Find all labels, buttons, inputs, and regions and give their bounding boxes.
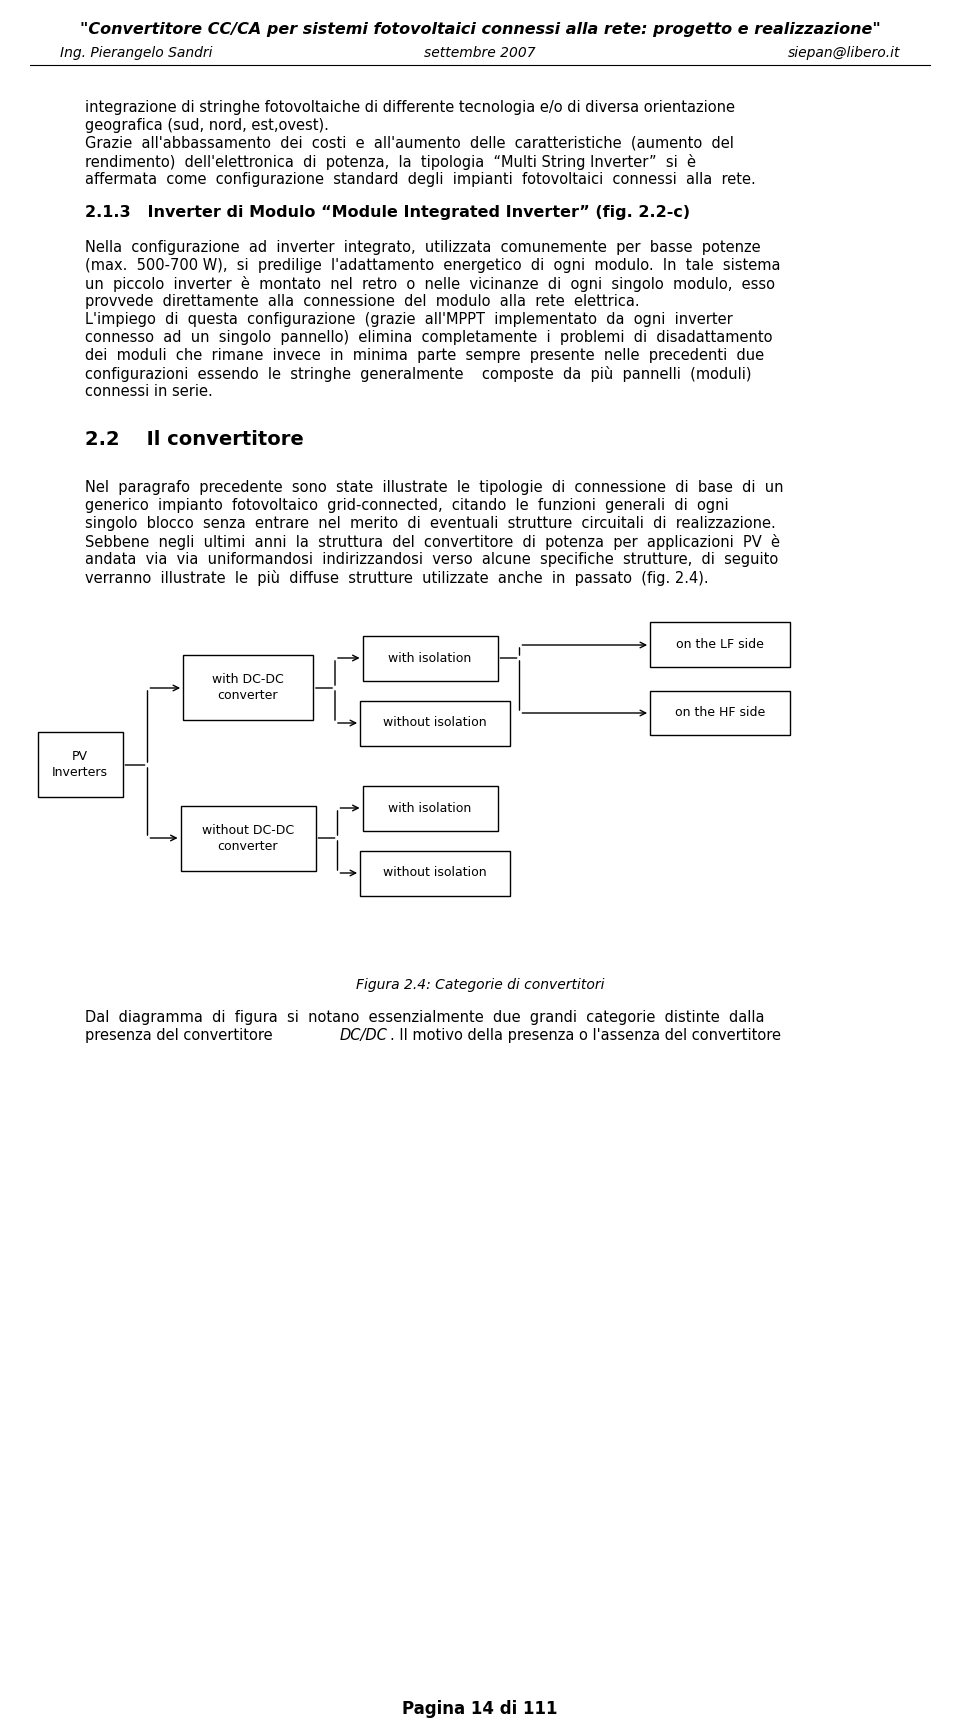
Text: Grazie  all'abbassamento  dei  costi  e  all'aumento  delle  caratteristiche  (a: Grazie all'abbassamento dei costi e all'… (85, 137, 733, 151)
Text: connesso  ad  un  singolo  pannello)  elimina  completamente  i  problemi  di  d: connesso ad un singolo pannello) elimina… (85, 331, 773, 345)
Bar (180, 805, 316, 871)
Text: . Il motivo della presenza o l'assenza del convertitore: . Il motivo della presenza o l'assenza d… (390, 1029, 781, 1043)
Text: with DC-DC
converter: with DC-DC converter (212, 674, 284, 703)
Text: verranno  illustrate  le  più  diffuse  strutture  utilizzate  anche  in  passat: verranno illustrate le più diffuse strut… (85, 570, 708, 585)
Text: un  piccolo  inverter  è  montato  nel  retro  o  nelle  vicinanze  di  ogni  si: un piccolo inverter è montato nel retro … (85, 275, 775, 293)
Text: geografica (sud, nord, est,ovest).: geografica (sud, nord, est,ovest). (85, 118, 329, 133)
Bar (650, 691, 790, 736)
Text: settembre 2007: settembre 2007 (424, 47, 536, 61)
Bar (363, 786, 497, 831)
Text: Sebbene  negli  ultimi  anni  la  struttura  del  convertitore  di  potenza  per: Sebbene negli ultimi anni la struttura d… (85, 533, 780, 551)
Text: Nella  configurazione  ad  inverter  integrato,  utilizzata  comunemente  per  b: Nella configurazione ad inverter integra… (85, 241, 760, 255)
Text: 2.2    Il convertitore: 2.2 Il convertitore (85, 430, 303, 449)
Text: configurazioni  essendo  le  stringhe  generalmente    composte  da  più  pannel: configurazioni essendo le stringhe gener… (85, 365, 752, 383)
Bar (360, 700, 510, 745)
Text: connessi in serie.: connessi in serie. (85, 385, 213, 398)
Text: (max.  500-700 W),  si  predilige  l'adattamento  energetico  di  ogni  modulo. : (max. 500-700 W), si predilige l'adattam… (85, 258, 780, 274)
Text: Pagina 14 di 111: Pagina 14 di 111 (402, 1701, 558, 1718)
Text: 2.1.3   Inverter di Modulo “Module Integrated Inverter” (fig. 2.2-c): 2.1.3 Inverter di Modulo “Module Integra… (85, 204, 690, 220)
Text: without isolation: without isolation (383, 866, 487, 880)
Bar (650, 622, 790, 667)
Text: siepan@libero.it: siepan@libero.it (787, 47, 900, 61)
Text: presenza del convertitore: presenza del convertitore (85, 1029, 277, 1043)
Text: with isolation: with isolation (389, 802, 471, 814)
Text: Ing. Pierangelo Sandri: Ing. Pierangelo Sandri (60, 47, 212, 61)
Text: provvede  direttamente  alla  connessione  del  modulo  alla  rete  elettrica.: provvede direttamente alla connessione d… (85, 294, 639, 308)
Text: L'impiego  di  questa  configurazione  (grazie  all'MPPT  implementato  da  ogni: L'impiego di questa configurazione (graz… (85, 312, 732, 327)
Bar (183, 655, 313, 721)
Bar (360, 850, 510, 895)
Text: affermata  come  configurazione  standard  degli  impianti  fotovoltaici  connes: affermata come configurazione standard d… (85, 171, 756, 187)
Text: dei  moduli  che  rimane  invece  in  minima  parte  sempre  presente  nelle  pr: dei moduli che rimane invece in minima p… (85, 348, 764, 364)
Text: andata  via  via  uniformandosi  indirizzandosi  verso  alcune  specifiche  stru: andata via via uniformandosi indirizzand… (85, 553, 779, 566)
Text: PV
Inverters: PV Inverters (52, 750, 108, 779)
Text: DC/DC: DC/DC (340, 1029, 388, 1043)
Text: without isolation: without isolation (383, 717, 487, 729)
Text: rendimento)  dell'elettronica  di  potenza,  la  tipologia  “Multi String Invert: rendimento) dell'elettronica di potenza,… (85, 154, 696, 170)
Text: on the LF side: on the LF side (676, 639, 764, 651)
Text: generico  impianto  fotovoltaico  grid-connected,  citando  le  funzioni  genera: generico impianto fotovoltaico grid-conn… (85, 499, 729, 513)
Text: without DC-DC
converter: without DC-DC converter (202, 823, 294, 852)
Bar (363, 636, 497, 681)
Text: integrazione di stringhe fotovoltaiche di differente tecnologia e/o di diversa o: integrazione di stringhe fotovoltaiche d… (85, 100, 735, 114)
Text: Dal  diagramma  di  figura  si  notano  essenzialmente  due  grandi  categorie  : Dal diagramma di figura si notano essenz… (85, 1010, 764, 1025)
Bar (37, 733, 123, 797)
Text: singolo  blocco  senza  entrare  nel  merito  di  eventuali  strutture  circuita: singolo blocco senza entrare nel merito … (85, 516, 776, 532)
Text: Figura 2.4: Categorie di convertitori: Figura 2.4: Categorie di convertitori (356, 979, 604, 992)
Text: on the HF side: on the HF side (675, 707, 765, 719)
Text: "Convertitore CC/CA per sistemi fotovoltaici connessi alla rete: progetto e real: "Convertitore CC/CA per sistemi fotovolt… (80, 23, 880, 36)
Text: with isolation: with isolation (389, 651, 471, 665)
Text: Nel  paragrafo  precedente  sono  state  illustrate  le  tipologie  di  connessi: Nel paragrafo precedente sono state illu… (85, 480, 783, 495)
